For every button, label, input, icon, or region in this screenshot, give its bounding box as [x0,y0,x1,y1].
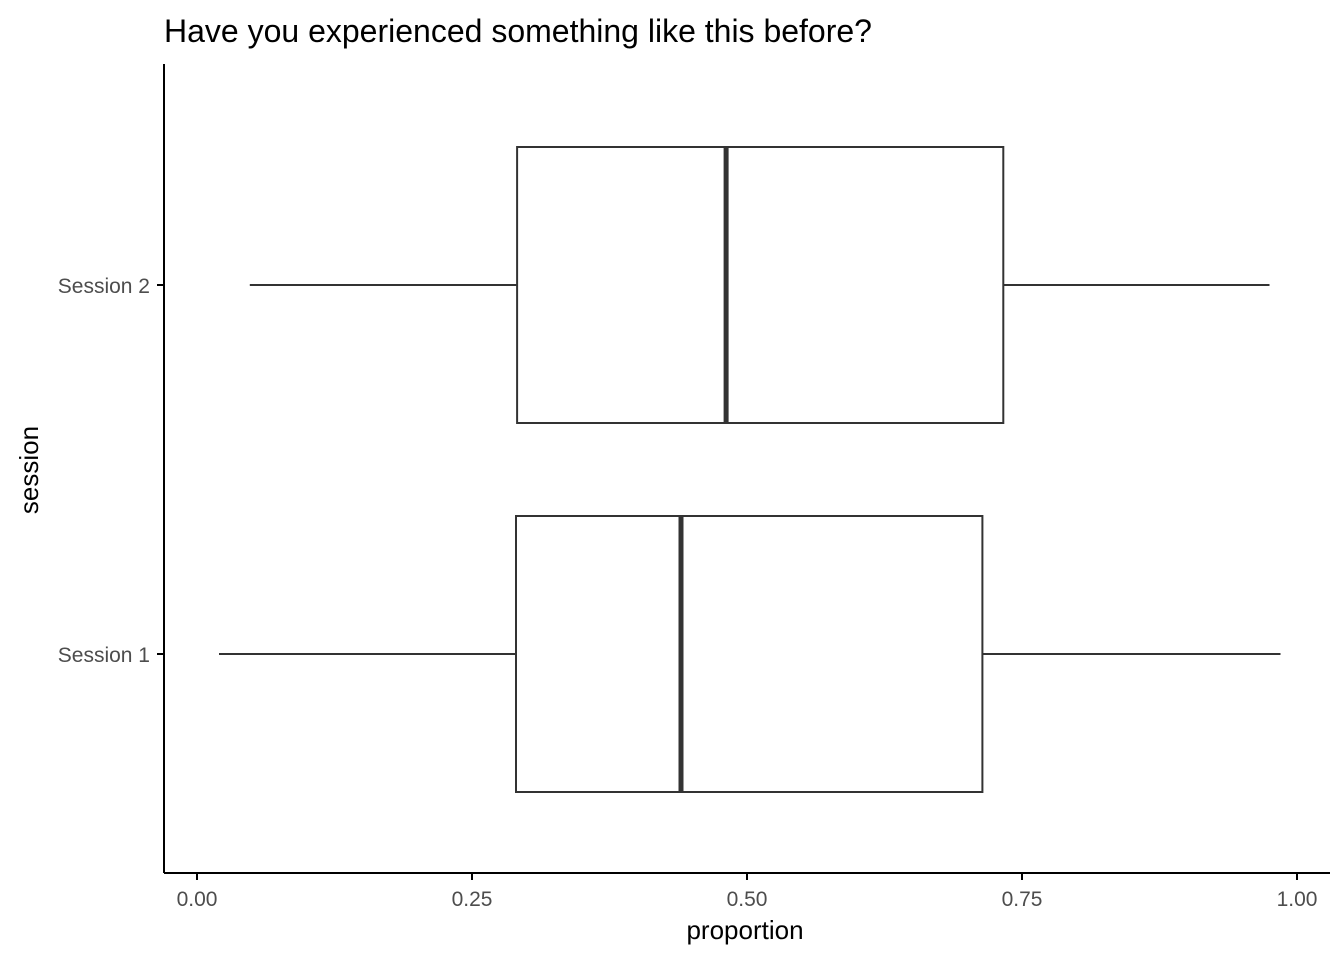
iqr-box [515,515,984,793]
plot-area [219,146,1281,793]
x-tick-label: 0.00 [177,888,218,911]
x-tick-label: 0.75 [1002,888,1043,911]
y-axis-title: session [14,426,44,514]
y-axis-ticks: Session 1 Session 2 [58,275,164,667]
chart-title: Have you experienced something like this… [164,13,872,49]
x-tick-label: 1.00 [1277,888,1318,911]
box-session-1 [219,515,1281,793]
box-session-2 [249,146,1270,424]
iqr-box [516,146,1005,424]
x-axis-ticks: 0.00 0.25 0.50 0.75 1.00 [177,873,1318,911]
x-tick-label: 0.50 [727,888,768,911]
y-tick-label: Session 1 [58,644,150,667]
y-tick-label: Session 2 [58,275,150,298]
x-axis-title: proportion [686,915,803,945]
x-tick-label: 0.25 [452,888,493,911]
